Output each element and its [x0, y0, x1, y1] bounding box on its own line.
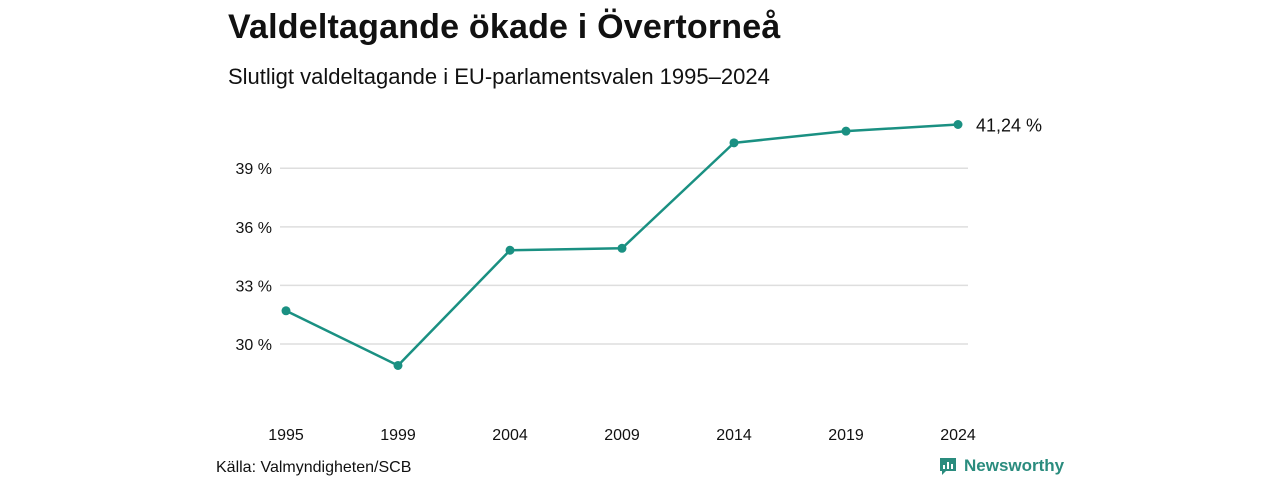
- data-point: [729, 138, 739, 148]
- x-tick-label: 2004: [492, 427, 528, 444]
- x-tick-label: 2019: [828, 427, 864, 444]
- y-tick-label: 39 %: [236, 161, 272, 178]
- x-axis-tick-labels: 1995 1999 2004 2009 2014 2019 2024: [268, 427, 976, 444]
- y-tick-label: 30 %: [236, 337, 272, 354]
- source-note: Källa: Valmyndigheten/SCB: [216, 459, 412, 476]
- x-tick-label: 2024: [940, 427, 976, 444]
- gridlines: [280, 167, 968, 345]
- data-point: [617, 243, 627, 253]
- chart-title: Valdeltagande ökade i Övertorneå: [228, 8, 781, 46]
- y-tick-label: 33 %: [236, 278, 272, 295]
- newsworthy-logo-icon: [940, 458, 956, 475]
- chart-subtitle: Slutligt valdeltagande i EU-parlamentsva…: [228, 64, 770, 89]
- x-tick-label: 2014: [716, 427, 752, 444]
- end-value-label: 41,24 %: [976, 115, 1042, 135]
- y-axis-tick-labels: 30 % 33 % 36 % 39 %: [236, 161, 272, 354]
- data-labels: 41,24 %: [976, 115, 1042, 135]
- x-tick-label: 1995: [268, 427, 304, 444]
- data-point: [505, 245, 515, 255]
- x-tick-label: 2009: [604, 427, 640, 444]
- x-tick-label: 1999: [380, 427, 416, 444]
- data-point: [953, 119, 963, 129]
- data-point: [393, 360, 403, 370]
- data-point: [281, 306, 291, 316]
- brand-name: Newsworthy: [964, 456, 1065, 475]
- data-points: [281, 119, 963, 370]
- data-point: [841, 126, 851, 136]
- y-tick-label: 36 %: [236, 220, 272, 237]
- newsworthy-brand: Newsworthy: [938, 456, 1064, 476]
